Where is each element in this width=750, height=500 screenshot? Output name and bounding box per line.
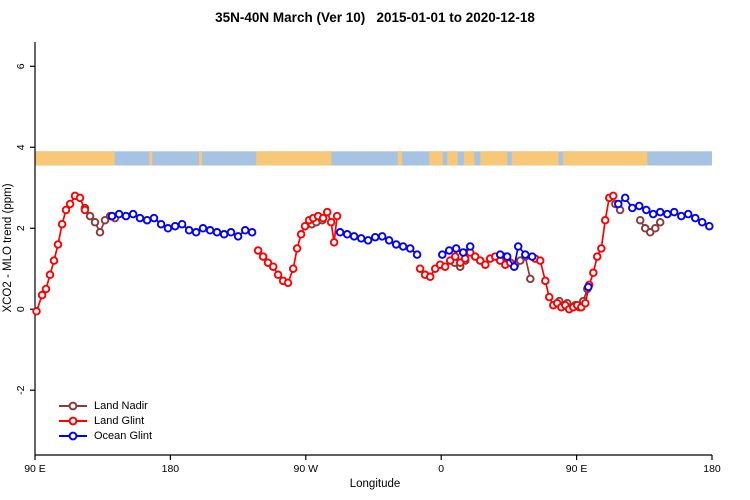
legend-label-ocean-glint: Ocean Glint xyxy=(94,429,153,442)
chart-title: 35N-40N March (Ver 10) 2015-01-01 to 202… xyxy=(215,10,535,25)
svg-text:-2: -2 xyxy=(15,385,27,394)
land-glint-marker-icon xyxy=(59,416,87,425)
legend-label-land-nadir: Land Nadir xyxy=(94,399,148,412)
land-nadir-marker-icon xyxy=(59,401,87,410)
svg-text:0: 0 xyxy=(438,463,444,475)
svg-text:180: 180 xyxy=(162,463,180,475)
svg-text:90 W: 90 W xyxy=(294,463,319,475)
svg-text:90 E: 90 E xyxy=(566,463,588,475)
y-axis-label: XCO2 - MLO trend (ppm) xyxy=(2,183,14,313)
legend-item-land-nadir: Land Nadir xyxy=(58,398,152,413)
legend-item-ocean-glint: Ocean Glint xyxy=(58,428,152,443)
svg-text:6: 6 xyxy=(15,63,27,69)
legend: Land Nadir Land Glint Ocean Glint xyxy=(58,398,152,443)
svg-text:0: 0 xyxy=(15,306,27,312)
legend-item-land-glint: Land Glint xyxy=(58,413,152,428)
svg-text:180: 180 xyxy=(703,463,721,475)
svg-text:90 E: 90 E xyxy=(24,463,46,475)
svg-text:4: 4 xyxy=(15,144,27,150)
x-axis-label: Longitude xyxy=(349,478,401,490)
svg-text:2: 2 xyxy=(15,225,27,231)
legend-label-land-glint: Land Glint xyxy=(94,414,145,427)
ocean-glint-marker-icon xyxy=(59,431,87,440)
